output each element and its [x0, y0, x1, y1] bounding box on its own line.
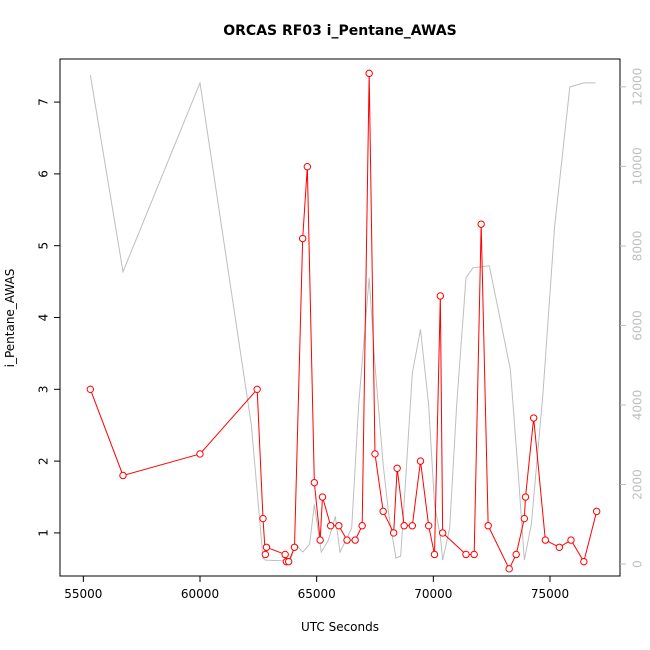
data-point-24	[389, 529, 398, 537]
data-point-22	[371, 450, 379, 458]
data-point-17	[335, 522, 343, 530]
data-point-41	[529, 414, 538, 422]
primary-series	[86, 69, 601, 573]
x-tick-label-2: 65000	[298, 587, 336, 601]
primary-series-line	[89, 73, 598, 570]
data-point-16	[326, 522, 335, 530]
data-point-30	[430, 550, 439, 559]
x-tick-label-3: 70000	[414, 587, 452, 601]
y-tick-label-6: 7	[37, 98, 51, 106]
data-point-6	[262, 543, 271, 551]
y-tick-label-2: 3	[37, 385, 51, 393]
y-tick-label-5: 6	[37, 170, 51, 178]
data-point-38	[512, 550, 520, 559]
data-point-43	[555, 543, 564, 551]
data-point-28	[416, 457, 425, 465]
data-point-46	[592, 507, 601, 516]
secondary-series-line	[89, 74, 596, 562]
data-point-13	[310, 478, 319, 487]
y2-tick-label-2: 4000	[631, 390, 645, 421]
x-axis: 55000 60000 65000 70000 75000	[64, 576, 569, 601]
y-axis: 1 2 3 4 5 6 7	[37, 98, 60, 537]
plot-frame	[59, 58, 621, 577]
y2-tick-label-3: 6000	[631, 310, 645, 341]
data-point-1	[119, 471, 127, 480]
y2-tick-label-0: 0	[631, 560, 645, 568]
data-point-0	[86, 385, 95, 394]
data-point-4	[259, 514, 267, 523]
data-point-5	[261, 550, 270, 559]
data-point-45	[580, 557, 588, 566]
data-point-33	[462, 550, 470, 559]
y-tick-label-3: 4	[37, 314, 51, 322]
data-point-21	[365, 69, 373, 78]
data-point-10	[290, 543, 299, 551]
y2-tick-label-4: 8000	[631, 231, 645, 262]
y-axis-label: i_Pentane_AWAS	[3, 269, 17, 368]
data-point-34	[470, 550, 478, 559]
data-point-23	[379, 507, 387, 516]
x-tick-label-0: 55000	[64, 587, 102, 601]
x-tick-label-1: 60000	[181, 587, 219, 601]
secondary-series	[89, 74, 596, 562]
y2-axis: 0 2000 4000 6000 8000 10000 12000	[620, 68, 645, 568]
y2-tick-label-1: 2000	[631, 469, 645, 500]
data-point-2	[196, 450, 204, 458]
data-point-12	[303, 163, 312, 171]
data-point-42	[541, 536, 550, 544]
x-tick-label-4: 75000	[531, 587, 569, 601]
data-point-3	[253, 385, 261, 394]
y-tick-label-1: 2	[37, 457, 51, 465]
data-point-14	[316, 536, 324, 544]
data-point-27	[408, 522, 417, 530]
data-point-9	[284, 557, 293, 566]
data-point-19	[351, 536, 359, 544]
data-point-37	[505, 565, 513, 573]
data-point-32	[438, 529, 447, 537]
x-axis-label: UTC Seconds	[301, 620, 379, 634]
data-point-7	[281, 550, 289, 559]
data-point-29	[424, 522, 433, 530]
chart-title: ORCAS RF03 i_Pentane_AWAS	[223, 23, 457, 39]
y2-tick-label-6: 12000	[631, 68, 645, 106]
y-tick-label-0: 1	[37, 529, 51, 537]
data-point-15	[318, 493, 327, 501]
data-point-11	[298, 234, 307, 243]
data-point-44	[567, 536, 575, 544]
data-point-39	[520, 514, 529, 523]
data-point-20	[358, 522, 366, 530]
data-point-40	[521, 493, 530, 501]
data-point-25	[393, 464, 401, 472]
data-point-31	[436, 292, 445, 300]
data-point-18	[343, 536, 351, 544]
data-point-35	[477, 220, 485, 228]
data-point-36	[484, 522, 492, 530]
y2-tick-label-5: 10000	[631, 147, 645, 185]
data-point-26	[400, 522, 408, 530]
y-tick-label-4: 5	[37, 242, 51, 250]
